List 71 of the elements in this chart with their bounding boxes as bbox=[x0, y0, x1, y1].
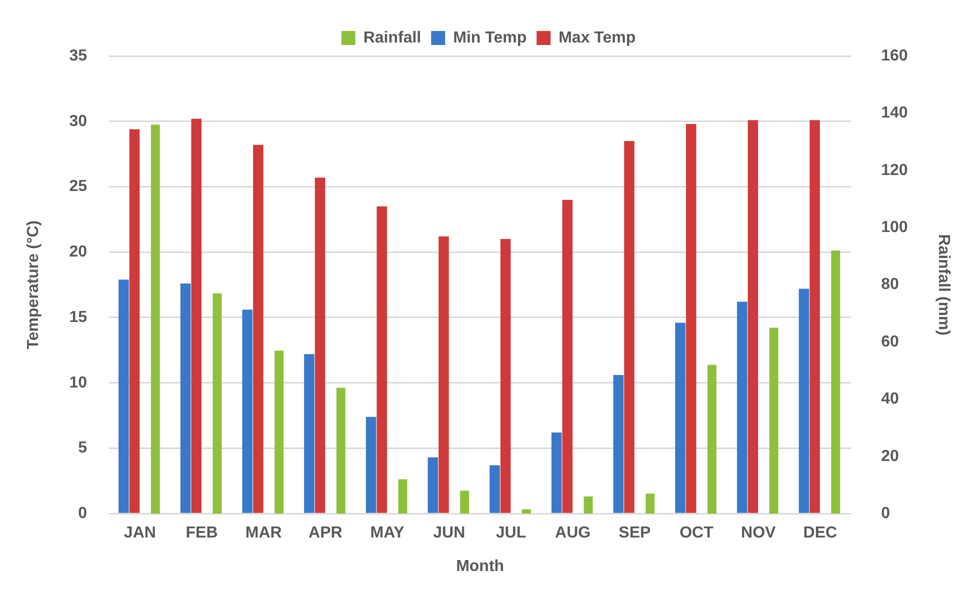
bar bbox=[150, 124, 160, 514]
y-tick-label: 15 bbox=[69, 308, 88, 326]
x-tick-label: SEP bbox=[618, 524, 651, 542]
bar bbox=[304, 354, 314, 513]
bar bbox=[584, 496, 593, 514]
y-tick-label: 5 bbox=[78, 440, 88, 457]
y2-tick-label: 40 bbox=[881, 390, 900, 408]
y2-tick-label: 100 bbox=[881, 219, 908, 236]
bar bbox=[242, 310, 253, 513]
x-tick-label: OCT bbox=[680, 524, 714, 542]
bar bbox=[810, 120, 820, 513]
x-tick-label: AUG bbox=[555, 524, 591, 542]
x-tick-label: JUL bbox=[496, 524, 526, 542]
bar bbox=[675, 322, 686, 513]
bar bbox=[748, 120, 758, 513]
bar bbox=[253, 144, 264, 513]
x-tick-label: JAN bbox=[124, 524, 156, 542]
y-tick-label: 20 bbox=[69, 244, 88, 261]
bar bbox=[831, 250, 840, 514]
bar bbox=[274, 350, 284, 514]
x-axis-title: Month bbox=[456, 558, 504, 575]
x-tick-label: NOV bbox=[741, 524, 776, 542]
bar bbox=[769, 328, 778, 514]
y-tick-label: 10 bbox=[69, 374, 88, 392]
y-tick-label: 35 bbox=[69, 47, 88, 64]
x-tick-label: MAR bbox=[245, 524, 282, 542]
legend-label: Rainfall bbox=[363, 29, 422, 46]
bar bbox=[460, 490, 470, 514]
y-tick-label: 25 bbox=[69, 178, 88, 196]
bar bbox=[336, 388, 346, 514]
y2-tick-label: 120 bbox=[881, 162, 908, 179]
bar bbox=[212, 293, 222, 514]
y2-tick-label: 140 bbox=[881, 104, 908, 122]
bar bbox=[376, 206, 388, 513]
x-tick-label: FEB bbox=[186, 524, 218, 542]
bar bbox=[129, 129, 140, 513]
bar bbox=[522, 509, 531, 514]
bar bbox=[551, 432, 562, 513]
bar bbox=[191, 118, 202, 513]
x-tick-label: DEC bbox=[803, 524, 838, 542]
bar bbox=[398, 479, 408, 514]
x-tick-label: JUN bbox=[433, 524, 466, 542]
bar bbox=[118, 280, 129, 513]
bar bbox=[798, 288, 810, 513]
bar bbox=[428, 457, 438, 513]
y-tick-label: 30 bbox=[69, 112, 88, 130]
bar bbox=[490, 465, 500, 513]
bar bbox=[613, 375, 624, 513]
bar bbox=[438, 236, 449, 513]
bar bbox=[180, 283, 191, 513]
y2-tick-label: 0 bbox=[881, 505, 890, 522]
y2-axis-title: Rainfall (mm) bbox=[934, 234, 952, 336]
bar bbox=[736, 302, 748, 513]
x-tick-label: APR bbox=[308, 524, 343, 542]
legend-label: Max Temp bbox=[558, 29, 636, 46]
y-axis-title: Temperature (°C) bbox=[25, 220, 42, 350]
bar bbox=[686, 124, 696, 513]
bar bbox=[562, 200, 573, 513]
bar bbox=[500, 239, 511, 513]
bar bbox=[314, 178, 326, 513]
x-tick-label: MAY bbox=[370, 524, 405, 542]
bar bbox=[646, 494, 655, 514]
y-tick-label: 0 bbox=[78, 505, 88, 522]
bar bbox=[366, 416, 376, 513]
y2-tick-label: 20 bbox=[881, 448, 900, 465]
y2-tick-label: 80 bbox=[881, 276, 900, 294]
bar bbox=[707, 364, 716, 514]
bar bbox=[624, 140, 634, 513]
legend-label: Min Temp bbox=[453, 29, 527, 46]
y2-tick-label: 160 bbox=[881, 47, 908, 64]
y2-tick-label: 60 bbox=[881, 333, 900, 350]
